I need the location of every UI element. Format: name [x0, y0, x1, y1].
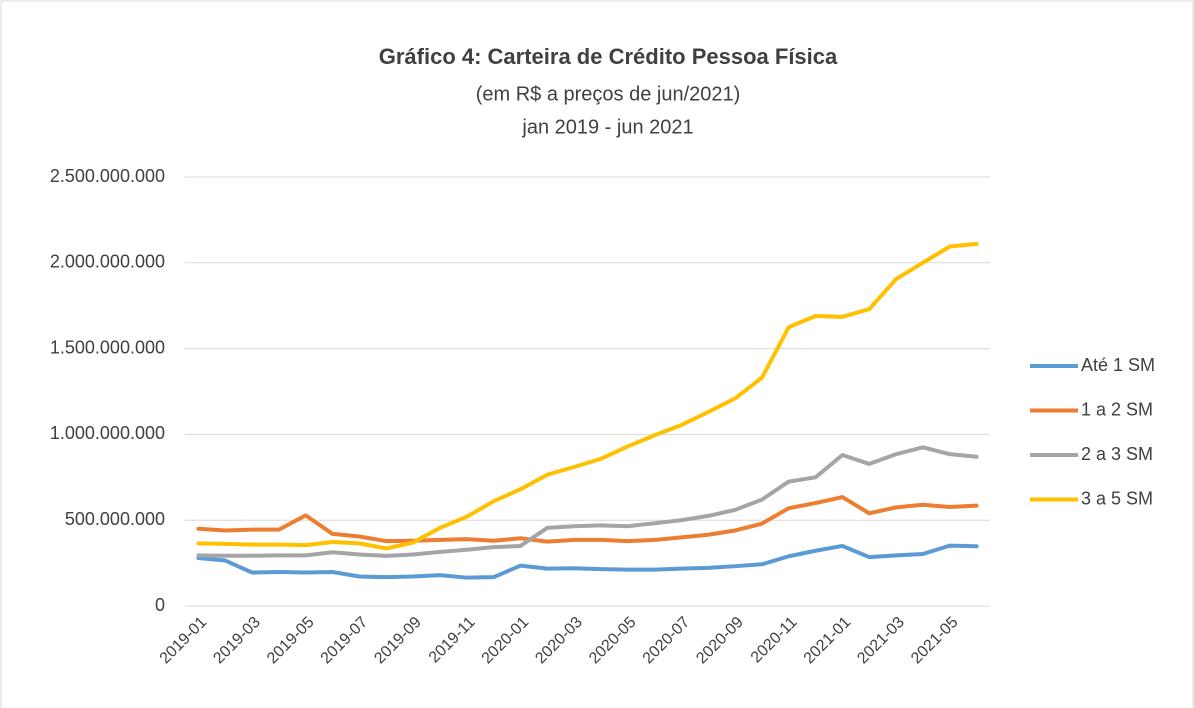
series-line — [196, 241, 979, 551]
y-tick-label: 2.000.000.000 — [50, 252, 165, 272]
chart-subtitle: (em R$ a preços de jun/2021) — [476, 83, 741, 105]
series-line — [196, 495, 979, 544]
legend-label: 1 a 2 SM — [1081, 399, 1153, 419]
y-tick-label: 500.000.000 — [65, 509, 165, 529]
legend-label: Até 1 SM — [1081, 355, 1155, 375]
y-tick-label: 1.000.000.000 — [50, 423, 165, 443]
chart-title: Gráfico 4: Carteira de Crédito Pessoa Fí… — [379, 44, 838, 69]
legend-label: 2 a 3 SM — [1081, 444, 1153, 464]
y-tick-label: 2.500.000.000 — [50, 166, 165, 186]
y-tick-label: 1.500.000.000 — [50, 337, 165, 357]
legend-label: 3 a 5 SM — [1081, 488, 1153, 508]
chart-subtitle: jan 2019 - jun 2021 — [521, 116, 693, 138]
y-tick-label: 0 — [155, 595, 165, 615]
series-line — [196, 543, 979, 580]
series-line — [196, 445, 979, 558]
